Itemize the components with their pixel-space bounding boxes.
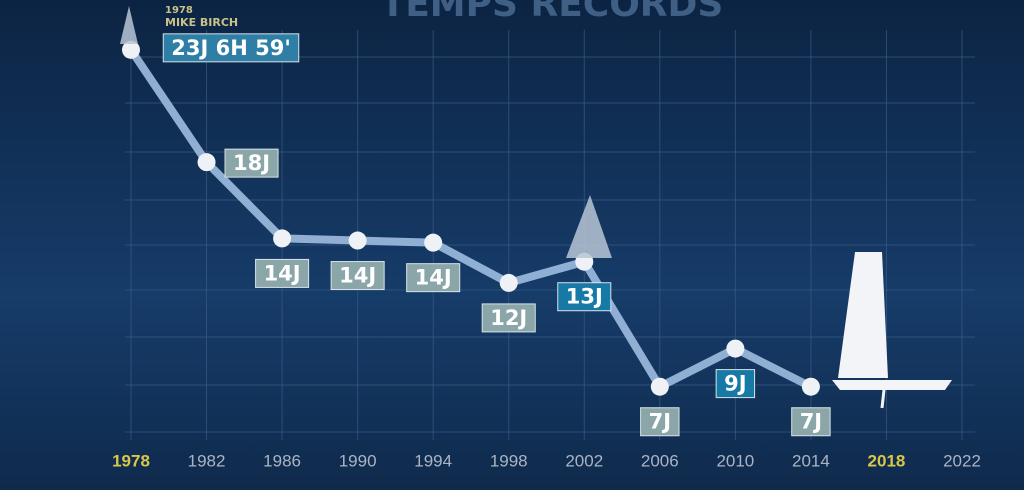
plot: 1978 1982 1986 1990 1994 1998 2002 2006 2010 2014… — [112, 30, 981, 470]
point — [273, 229, 292, 248]
value-label-box — [481, 303, 536, 333]
line — [127, 47, 813, 391]
value-label-box — [791, 407, 831, 437]
value-label-box — [224, 148, 279, 178]
value-label-box — [330, 261, 385, 291]
point — [650, 377, 669, 396]
value-label-text: 7J — [800, 410, 822, 434]
x-tick-label: 1994 — [414, 451, 452, 470]
value-label-text: 13J — [566, 285, 603, 309]
value-label: 13J — [557, 282, 612, 312]
value-label-text: 14J — [264, 261, 301, 285]
value-label: 18J — [224, 148, 279, 178]
x-tick-label: 2002 — [565, 451, 603, 470]
x-tick-label: 2018 — [868, 451, 906, 470]
value-label-text: 14J — [415, 266, 452, 290]
value-label: 7J — [791, 407, 831, 437]
value-label: 9J — [715, 369, 756, 399]
value-label-text: 12J — [490, 306, 527, 330]
sailboat-icons — [120, 6, 952, 409]
value-label: 14J — [255, 258, 310, 288]
value-label: 14J — [406, 263, 461, 293]
value-label: 7J — [640, 407, 680, 437]
value-label-box — [255, 258, 310, 288]
value-label: 23J 6H 59' — [162, 33, 300, 63]
annotation-name: MIKE BIRCH — [165, 16, 238, 29]
x-tick-label: 1990 — [339, 451, 377, 470]
value-label-box — [557, 282, 612, 312]
value-label: 14J — [330, 261, 385, 291]
x-tick-label: 1982 — [188, 451, 226, 470]
value-label-text: 23J 6H 59' — [171, 36, 291, 60]
x-tick-label: 1998 — [490, 451, 528, 470]
value-label-box — [406, 263, 461, 293]
x-tick-label: 2022 — [943, 451, 981, 470]
point — [801, 377, 820, 396]
point — [424, 233, 443, 252]
x-tick-label: 1986 — [263, 451, 301, 470]
value-label-box — [162, 33, 300, 63]
point — [122, 40, 140, 59]
value-label-text: 9J — [724, 372, 746, 396]
value-label-text: 7J — [649, 410, 671, 434]
x-tick-label: 2010 — [716, 451, 754, 470]
value-label: 12J — [481, 303, 536, 333]
value-label-text: 18J — [233, 151, 270, 175]
chart-title: TEMPS RECORDS — [381, 0, 724, 25]
x-tick-label: 1978 — [112, 451, 150, 470]
annotation-year: 1978 — [165, 5, 193, 16]
point — [348, 231, 367, 250]
x-tick-label: 2006 — [641, 451, 679, 470]
value-label-box — [640, 407, 680, 437]
x-tick-label: 2014 — [792, 451, 830, 470]
point — [499, 273, 518, 292]
value-label-text: 14J — [339, 264, 376, 288]
point — [726, 339, 745, 358]
value-label-box — [715, 369, 756, 399]
point — [197, 153, 216, 172]
